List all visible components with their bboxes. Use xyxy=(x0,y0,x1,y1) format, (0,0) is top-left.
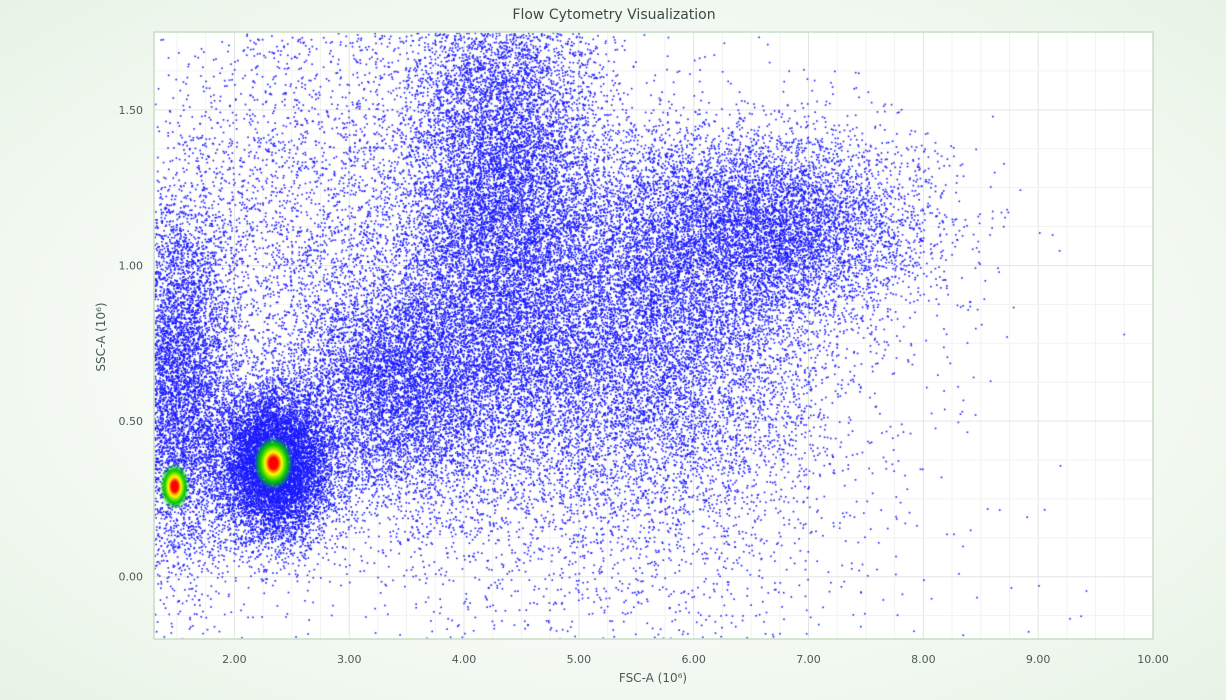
x-tick-label: 6.00 xyxy=(681,653,706,666)
chart-title: Flow Cytometry Visualization xyxy=(512,7,715,23)
x-axis-label: FSC-A (10⁶) xyxy=(619,671,687,685)
plot-frame xyxy=(153,31,1154,640)
x-tick-label: 2.00 xyxy=(222,653,247,666)
y-tick-label: 1.50 xyxy=(119,104,144,117)
density-scatter xyxy=(154,32,1153,639)
x-axis-ticks: 2.00 3.00 4.00 5.00 6.00 7.00 8.00 9.00 10.00 xyxy=(222,653,1169,666)
x-tick-label: 8.00 xyxy=(911,653,936,666)
x-tick-label: 4.00 xyxy=(452,653,477,666)
x-tick-label: 7.00 xyxy=(796,653,821,666)
x-tick-label: 9.00 xyxy=(1026,653,1051,666)
y-tick-label: 0.00 xyxy=(119,571,144,584)
x-tick-label: 10.00 xyxy=(1137,653,1169,666)
y-tick-label: 0.50 xyxy=(119,415,144,428)
y-tick-label: 1.00 xyxy=(119,259,144,272)
y-axis-label: SSC-A (10⁶) xyxy=(94,302,108,371)
x-tick-label: 5.00 xyxy=(567,653,592,666)
y-axis-ticks: 0.00 0.50 1.00 1.50 xyxy=(119,104,144,584)
x-tick-label: 3.00 xyxy=(337,653,362,666)
